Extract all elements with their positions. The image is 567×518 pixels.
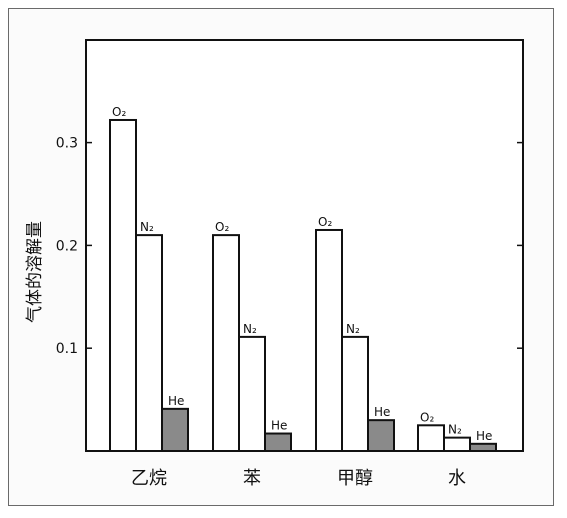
category-label: 乙烷	[131, 468, 167, 489]
bar	[161, 407, 189, 452]
bar-label: He	[476, 429, 492, 443]
bar-label: N₂	[243, 322, 257, 336]
y-axis-title: 气体的溶解量	[25, 221, 45, 323]
bar	[238, 335, 266, 452]
bar-label: He	[374, 405, 390, 419]
bar	[212, 234, 240, 452]
bar	[469, 442, 497, 452]
bar	[109, 118, 137, 452]
y-tick-label: 0.3	[56, 136, 78, 152]
bar-label: N₂	[448, 423, 462, 437]
bar-label: O₂	[420, 410, 434, 424]
bar-label: He	[271, 419, 287, 433]
bar	[264, 432, 292, 452]
bar-label: He	[168, 394, 184, 408]
bar	[341, 335, 369, 452]
bars-group: O₂ N₂ He O₂ N₂ He O₂ N₂ He O₂ N₂ He	[109, 105, 497, 453]
y-tick-label: 0.2	[56, 238, 78, 254]
bar-label: O₂	[318, 215, 332, 229]
category-label: 水	[448, 468, 466, 489]
bar-label: O₂	[215, 220, 229, 234]
category-label: 苯	[243, 468, 261, 489]
bar	[135, 234, 163, 452]
bar	[417, 424, 445, 452]
y-ticks: 0.1 0.2 0.3	[56, 136, 523, 357]
bar-label: N₂	[140, 220, 154, 234]
bar	[443, 436, 471, 452]
bar	[367, 419, 395, 453]
bar	[315, 228, 343, 452]
bar-label: O₂	[112, 105, 126, 119]
category-labels: 乙烷 苯 甲醇 水	[131, 468, 466, 489]
y-tick-label: 0.1	[56, 341, 78, 357]
category-label: 甲醇	[337, 468, 373, 489]
bar-label: N₂	[346, 322, 360, 336]
